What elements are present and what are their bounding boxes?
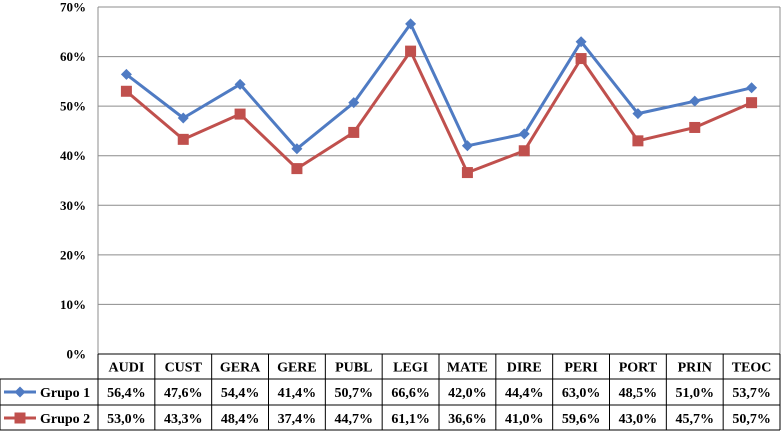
data-point — [689, 95, 701, 107]
data-label: 43,0% — [619, 412, 658, 427]
data-point — [632, 108, 644, 120]
x-tick-label: AUDI — [109, 361, 145, 376]
data-point — [746, 82, 758, 94]
data-point — [234, 108, 246, 120]
data-point — [177, 133, 189, 145]
data-point — [575, 53, 587, 65]
data-label: 37,4% — [278, 412, 317, 427]
data-label: 59,6% — [562, 412, 601, 427]
data-label: 45,7% — [676, 412, 715, 427]
y-tick-label: 50% — [60, 99, 86, 114]
data-point — [291, 143, 303, 155]
y-tick-label: 10% — [60, 297, 86, 312]
y-tick-label: 40% — [60, 148, 86, 163]
data-label: 50,7% — [732, 412, 771, 427]
x-tick-label: GERA — [220, 361, 261, 376]
data-label: 47,6% — [164, 386, 203, 401]
data-label: 36,6% — [448, 412, 487, 427]
y-tick-label: 0% — [67, 347, 87, 362]
x-tick-label: DIRE — [507, 361, 542, 376]
data-label: 66,6% — [391, 386, 430, 401]
x-tick-label: TEOC — [732, 361, 772, 376]
data-label: 50,7% — [335, 386, 374, 401]
y-tick-label: 30% — [60, 198, 86, 213]
legend-marker — [14, 412, 26, 424]
data-label: 63,0% — [562, 386, 601, 401]
data-point — [461, 140, 473, 152]
data-point — [348, 126, 360, 138]
data-table: AUDI CUST GERA GERE PUBL LEGI MATE DIRE PERI PORT… — [0, 353, 781, 431]
x-tick-label: LEGI — [393, 361, 428, 376]
data-point — [120, 68, 132, 80]
data-point — [234, 78, 246, 90]
data-point — [746, 97, 758, 109]
data-point — [291, 163, 303, 175]
data-label: 53,7% — [732, 386, 771, 401]
data-point — [405, 45, 417, 57]
legend-marker — [14, 386, 26, 398]
series-lines — [120, 18, 758, 179]
x-tick-label: GERE — [277, 361, 317, 376]
legend-label: Grupo 1 — [40, 386, 90, 401]
legend-label: Grupo 2 — [40, 412, 90, 427]
data-label: 51,0% — [676, 386, 715, 401]
data-point — [405, 18, 417, 30]
data-label: 61,1% — [391, 412, 430, 427]
data-point — [575, 36, 587, 48]
y-tick-label: 60% — [60, 49, 86, 64]
data-label: 54,4% — [221, 386, 260, 401]
data-label: 41,0% — [505, 412, 544, 427]
series-line-1 — [125, 22, 752, 151]
y-tick-label: 70% — [60, 0, 86, 15]
data-label: 56,4% — [107, 386, 146, 401]
x-tick-label: PORT — [619, 361, 658, 376]
data-point — [518, 128, 530, 140]
data-label: 48,5% — [619, 386, 658, 401]
series-line-2 — [125, 49, 753, 175]
data-label: 42,0% — [448, 386, 487, 401]
x-tick-label: PUBL — [335, 361, 372, 376]
data-point — [120, 85, 132, 97]
data-point — [632, 135, 644, 147]
x-tick-label: PRIN — [678, 361, 712, 376]
data-point — [689, 121, 701, 133]
data-label: 48,4% — [221, 412, 260, 427]
y-tick-label: 20% — [60, 247, 86, 262]
gridlines — [98, 6, 780, 305]
data-point — [177, 112, 189, 124]
data-point — [348, 97, 360, 109]
x-tick-label: MATE — [447, 361, 488, 376]
data-label: 41,4% — [278, 386, 317, 401]
y-axis: 0% 10% 20% 30% 40% 50% 60% 70% — [60, 0, 781, 362]
data-point — [461, 167, 473, 179]
data-label: 43,3% — [164, 412, 203, 427]
data-label: 44,7% — [335, 412, 374, 427]
x-tick-label: CUST — [165, 361, 203, 376]
data-label: 53,0% — [107, 412, 146, 427]
data-point — [518, 145, 530, 157]
data-label: 44,4% — [505, 386, 544, 401]
x-tick-label: PERI — [564, 361, 597, 376]
